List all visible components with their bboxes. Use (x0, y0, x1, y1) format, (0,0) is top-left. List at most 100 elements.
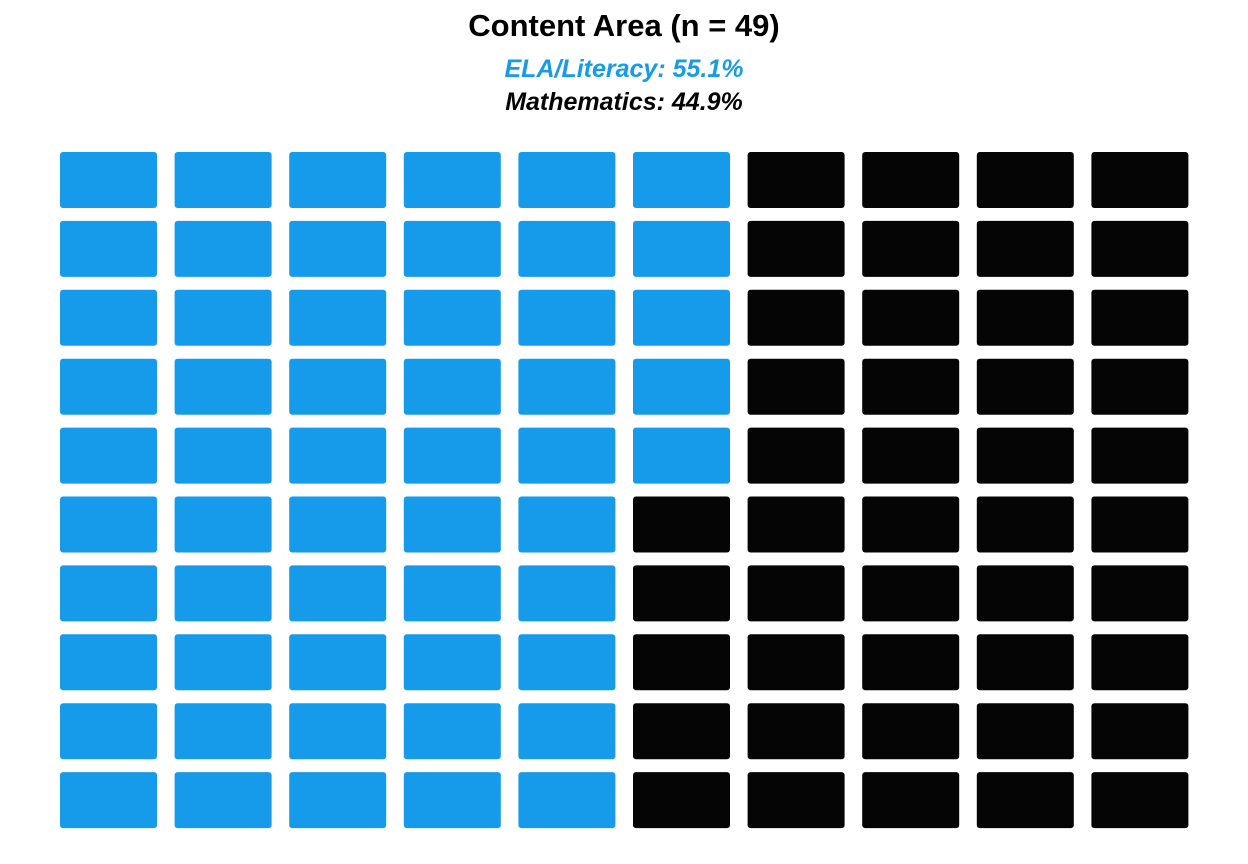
waffle-cell-ela (289, 634, 387, 691)
waffle-cell-ela (403, 152, 501, 208)
waffle-cell-math (747, 289, 845, 346)
waffle-cell-ela (174, 496, 272, 553)
waffle-cell-ela (174, 289, 272, 346)
waffle-cell-math (747, 427, 845, 484)
waffle-cell-math (747, 220, 845, 277)
waffle-cell-ela (60, 703, 157, 760)
waffle-cell-math (1091, 496, 1189, 553)
waffle-cell-ela (518, 496, 616, 553)
waffle-cell-ela (60, 427, 157, 484)
waffle-cell-math (862, 703, 960, 760)
waffle-cell-math (633, 634, 730, 691)
waffle-cell-ela (174, 703, 272, 760)
waffle-cell-ela (518, 152, 616, 208)
waffle-cell-ela (633, 358, 730, 415)
waffle-cell-ela (289, 772, 387, 829)
legend-ela: ELA/Literacy: 55.1% (504, 55, 744, 83)
waffle-cell-math (976, 496, 1074, 553)
waffle-cell-ela (60, 634, 157, 691)
waffle-cell-ela (403, 358, 501, 415)
waffle-cell-ela (403, 634, 501, 691)
waffle-cell-ela (174, 358, 272, 415)
waffle-cell-ela (403, 427, 501, 484)
waffle-cell-ela (518, 703, 616, 760)
waffle-cell-ela (60, 220, 157, 277)
waffle-cell-ela (289, 289, 387, 346)
waffle-cell-ela (633, 427, 730, 484)
waffle-cell-ela (403, 289, 501, 346)
waffle-cell-math (862, 772, 960, 829)
waffle-cell-math (976, 220, 1074, 277)
chart-title: Content Area (n = 49) (468, 8, 780, 43)
waffle-cell-math (747, 703, 845, 760)
waffle-cell-ela (174, 565, 272, 622)
waffle-cell-ela (518, 634, 616, 691)
waffle-cell-ela (174, 427, 272, 484)
waffle-cell-math (862, 427, 960, 484)
waffle-cell-math (862, 358, 960, 415)
waffle-cell-math (1091, 772, 1189, 829)
waffle-cell-math (1091, 358, 1189, 415)
waffle-cell-ela (633, 152, 730, 208)
waffle-cell-math (1091, 703, 1189, 760)
waffle-cell-math (976, 703, 1074, 760)
waffle-cell-ela (174, 634, 272, 691)
waffle-cell-math (747, 496, 845, 553)
waffle-cell-ela (403, 496, 501, 553)
waffle-cell-ela (174, 220, 272, 277)
waffle-cell-math (747, 772, 845, 829)
waffle-cell-ela (633, 220, 730, 277)
waffle-cell-math (747, 565, 845, 622)
waffle-cell-ela (289, 496, 387, 553)
waffle-cell-math (633, 703, 730, 760)
waffle-cell-ela (518, 565, 616, 622)
waffle-cell-ela (60, 152, 157, 208)
waffle-cell-math (976, 358, 1074, 415)
waffle-cell-math (976, 772, 1074, 829)
waffle-cell-math (747, 152, 845, 208)
waffle-cell-ela (174, 772, 272, 829)
waffle-cell-math (747, 358, 845, 415)
waffle-cell-ela (289, 152, 387, 208)
waffle-cell-math (633, 496, 730, 553)
waffle-cell-math (1091, 427, 1189, 484)
waffle-cell-math (633, 772, 730, 829)
waffle-cell-math (862, 496, 960, 553)
waffle-cell-ela (518, 772, 616, 829)
waffle-cell-math (976, 427, 1074, 484)
waffle-cell-ela (518, 289, 616, 346)
waffle-cell-math (1091, 289, 1189, 346)
waffle-cell-ela (518, 220, 616, 277)
waffle-cell-ela (289, 427, 387, 484)
waffle-cell-math (1091, 152, 1189, 208)
waffle-cell-math (976, 634, 1074, 691)
waffle-cell-math (862, 220, 960, 277)
legend-math: Mathematics: 44.9% (505, 88, 743, 116)
waffle-cell-ela (60, 358, 157, 415)
waffle-cell-ela (518, 427, 616, 484)
waffle-cell-math (976, 152, 1074, 208)
waffle-cell-ela (60, 772, 157, 829)
waffle-cell-ela (403, 565, 501, 622)
waffle-cell-ela (289, 220, 387, 277)
waffle-cell-math (862, 289, 960, 346)
waffle-cell-math (862, 152, 960, 208)
waffle-cell-ela (518, 358, 616, 415)
waffle-cell-ela (289, 565, 387, 622)
waffle-cell-ela (60, 496, 157, 553)
waffle-cell-ela (60, 289, 157, 346)
waffle-cell-math (862, 634, 960, 691)
waffle-cell-math (1091, 565, 1189, 622)
waffle-cell-math (633, 565, 730, 622)
waffle-cell-ela (60, 565, 157, 622)
waffle-cell-ela (403, 220, 501, 277)
waffle-cell-math (976, 289, 1074, 346)
waffle-cell-ela (289, 358, 387, 415)
waffle-cell-ela (174, 152, 272, 208)
waffle-cell-math (747, 634, 845, 691)
waffle-cell-ela (633, 289, 730, 346)
waffle-cell-math (976, 565, 1074, 622)
waffle-cell-ela (403, 703, 501, 760)
waffle-cell-ela (403, 772, 501, 829)
